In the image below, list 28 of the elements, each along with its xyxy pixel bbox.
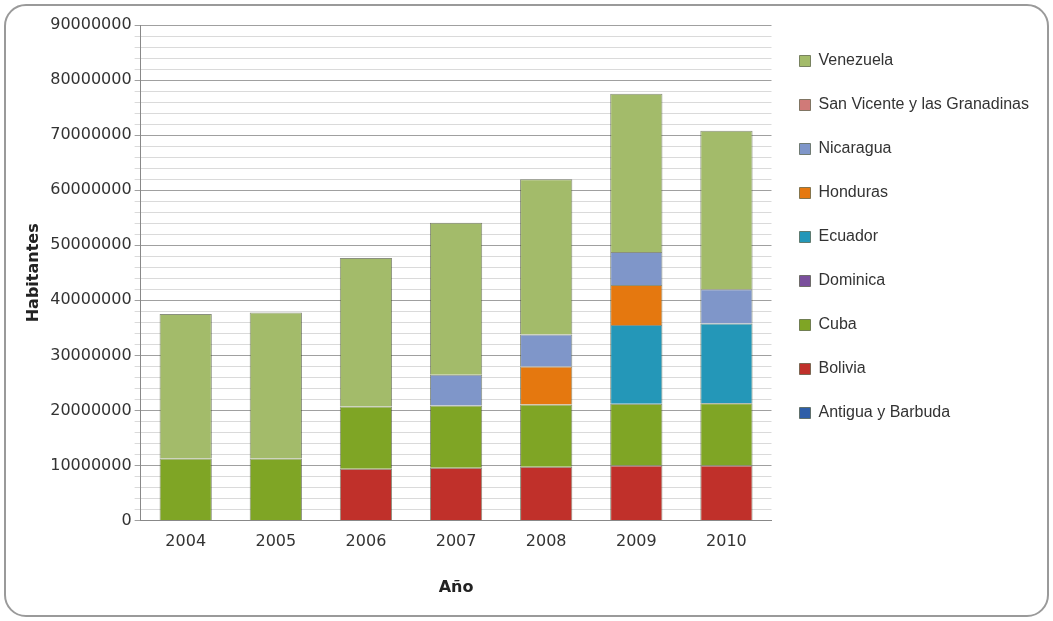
x-tick-label: 2009 bbox=[615, 531, 657, 551]
x-tick-label: 2007 bbox=[435, 531, 477, 551]
legend-label: Antigua y Barbuda bbox=[818, 403, 951, 421]
y-tick-label: 30000000 bbox=[50, 344, 132, 364]
y-tick-label: 80000000 bbox=[50, 69, 132, 89]
y-tick-label: 60000000 bbox=[50, 179, 132, 199]
y-tick-label: 0 bbox=[121, 509, 132, 529]
x-tick-label: 2004 bbox=[165, 531, 207, 551]
y-tick-label: 50000000 bbox=[50, 234, 132, 254]
x-tick-label: 2010 bbox=[706, 531, 747, 551]
legend-label: Nicaragua bbox=[818, 139, 892, 157]
y-tick-label: 90000000 bbox=[50, 14, 132, 34]
x-tick-label: 2006 bbox=[345, 531, 387, 551]
legend-label: Dominica bbox=[818, 271, 886, 289]
legend-label: Honduras bbox=[818, 183, 888, 201]
y-axis-title: Habitantes bbox=[22, 223, 42, 323]
legend-label: Venezuela bbox=[818, 51, 894, 69]
x-tick-label: 2005 bbox=[255, 531, 297, 551]
y-tick-label: 70000000 bbox=[50, 124, 132, 144]
legend-label: Ecuador bbox=[818, 227, 879, 245]
legend-label: Cuba bbox=[818, 315, 857, 333]
legend-label: Bolivia bbox=[818, 359, 866, 377]
y-tick-label: 40000000 bbox=[50, 289, 132, 309]
legend-label: San Vicente y las Granadinas bbox=[818, 95, 1029, 113]
x-axis-title: Año bbox=[438, 576, 474, 596]
y-tick-label: 10000000 bbox=[50, 454, 132, 474]
y-tick-label: 20000000 bbox=[50, 399, 132, 419]
x-tick-label: 2008 bbox=[525, 531, 567, 551]
